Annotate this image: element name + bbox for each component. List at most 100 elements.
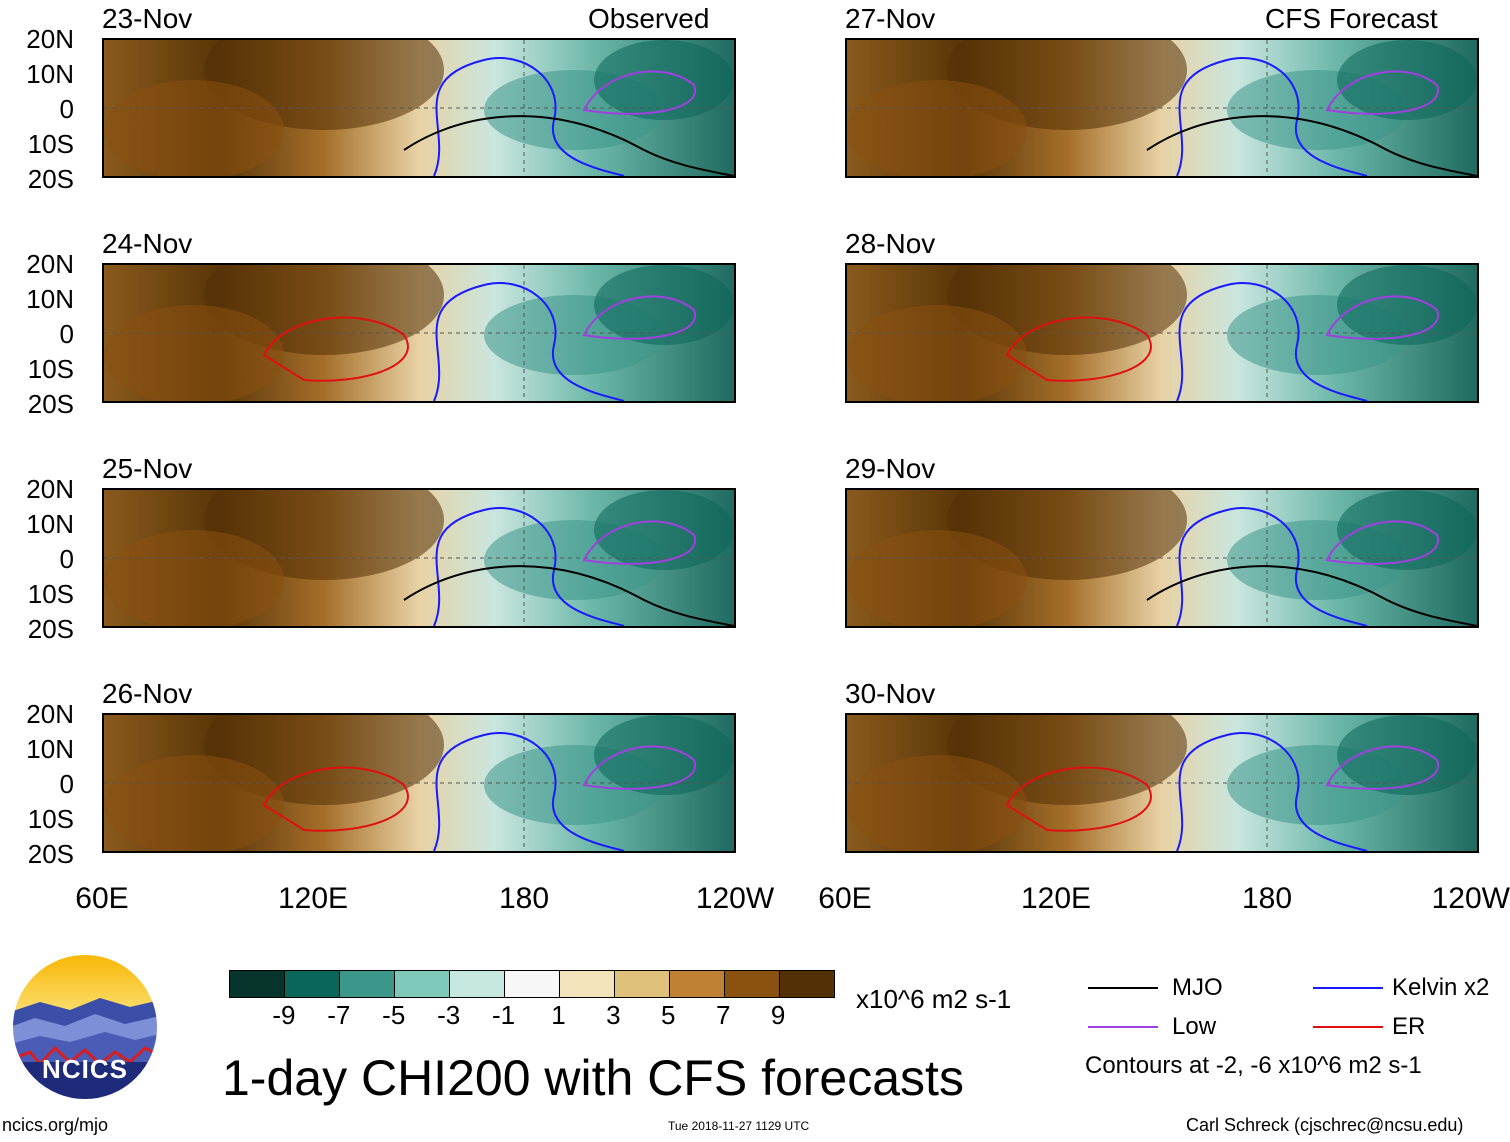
low-contour <box>1325 70 1440 115</box>
lat-tick-label: 10S <box>27 354 74 384</box>
footer-timestamp: Tue 2018-11-27 1129 UTC <box>668 1119 810 1133</box>
chi200-map-panel <box>845 713 1479 853</box>
colorbar-tick-label: 9 <box>770 1000 786 1030</box>
colorbar-tick-label: 7 <box>715 1000 731 1030</box>
colorbar-tick-label: -7 <box>327 1000 351 1030</box>
lon-tick-label: 180 <box>498 882 550 915</box>
lon-tick-label: 120E <box>1020 882 1092 915</box>
mjo-contour <box>1146 565 1477 626</box>
lon-tick-label: 180 <box>1241 882 1293 915</box>
panel-overlay <box>104 715 734 851</box>
kelvin-contour <box>433 282 625 401</box>
panel-date-label: 27-Nov <box>845 3 936 34</box>
observed-label: Observed <box>588 3 710 34</box>
lat-tick-label: 0 <box>59 319 74 349</box>
panel-overlay <box>847 40 1477 176</box>
mjo-contour <box>403 115 734 176</box>
colorbar-cell <box>560 971 615 997</box>
lat-tick-label: 10N <box>26 59 74 89</box>
chi200-map-panel <box>845 38 1479 178</box>
colorbar-tick-label: -9 <box>272 1000 296 1030</box>
contours-note: Contours at -2, -6 x10^6 m2 s-1 <box>1085 1052 1422 1079</box>
low-contour <box>582 295 697 340</box>
panel-overlay <box>104 265 734 401</box>
legend-kelvin-line <box>1313 987 1383 989</box>
colorbar-cell <box>285 971 340 997</box>
anomaly-blob <box>104 305 284 401</box>
kelvin-contour <box>1176 282 1368 401</box>
colorbar-tick-label: 3 <box>606 1000 621 1030</box>
anomaly-blob <box>1337 715 1477 795</box>
lon-tick-label: 120E <box>277 882 349 915</box>
lat-tick-label: 0 <box>59 94 74 124</box>
legend-low-label: Low <box>1172 1013 1217 1040</box>
ncics-logo-text: NCICS <box>42 1054 128 1084</box>
panel-date-label: 29-Nov <box>845 453 936 484</box>
colorbar-tick-label: -3 <box>437 1000 461 1030</box>
ncics-logo-graphic <box>11 953 159 1101</box>
footer-url[interactable]: ncics.org/mjo <box>2 1115 109 1135</box>
anomaly-blob <box>104 80 284 176</box>
colorbar-tick-label: -1 <box>491 1000 516 1030</box>
lon-tick-label: 60E <box>75 882 129 915</box>
lat-tick-label: 20S <box>27 389 74 419</box>
kelvin-contour <box>433 732 625 851</box>
er-contour <box>262 316 409 382</box>
anomaly-blob <box>594 40 734 120</box>
panel-date-label: 23-Nov <box>102 3 193 34</box>
chi200-map-panel <box>845 263 1479 403</box>
panel-overlay <box>847 490 1477 626</box>
anomaly-blob <box>1337 490 1477 570</box>
lat-tick-label: 20S <box>27 839 74 869</box>
panel-date-label: 30-Nov <box>845 678 936 709</box>
kelvin-contour <box>1176 57 1368 176</box>
legend-er-line <box>1313 1026 1383 1028</box>
lat-tick-label: 10S <box>27 129 74 159</box>
chi200-map-panel <box>102 488 736 628</box>
mjo-contour <box>403 565 734 626</box>
low-contour <box>1325 295 1440 340</box>
chi200-map-panel <box>845 488 1479 628</box>
anomaly-blob <box>594 490 734 570</box>
anomaly-blob <box>594 715 734 795</box>
low-contour <box>1325 520 1440 565</box>
lat-tick-label: 10N <box>26 734 74 764</box>
colorbar-cell <box>450 971 505 997</box>
kelvin-contour <box>1176 732 1368 851</box>
colorbar-tick-label: 5 <box>661 1000 676 1030</box>
legend-mjo-line <box>1088 987 1158 989</box>
lat-tick-label: 20S <box>27 614 74 644</box>
lat-tick-label: 10S <box>27 804 74 834</box>
ncics-logo: NCICS <box>10 952 160 1102</box>
anomaly-blob <box>104 755 284 851</box>
lat-tick-label: 20N <box>26 474 74 504</box>
chi200-map-panel <box>102 713 736 853</box>
lat-tick-label: 0 <box>59 769 74 799</box>
forecast-label: CFS Forecast <box>1265 3 1438 34</box>
colorbar-tick-label: 1 <box>551 1000 566 1030</box>
main-title: 1-day CHI200 with CFS forecasts <box>222 1050 964 1106</box>
lon-tick-label: 120W <box>1431 882 1510 915</box>
colorbar-units: x10^6 m2 s-1 <box>856 984 1012 1014</box>
anomaly-blob <box>1337 265 1477 345</box>
colorbar-tick-label: -5 <box>382 1000 406 1030</box>
lat-tick-label: 20N <box>26 699 74 729</box>
colorbar-cell <box>395 971 450 997</box>
panel-date-label: 26-Nov <box>102 678 193 709</box>
legend-low-line <box>1088 1026 1158 1028</box>
colorbar-cell <box>505 971 560 997</box>
panel-overlay <box>104 490 734 626</box>
anomaly-blob <box>104 530 284 626</box>
anomaly-blob <box>1337 40 1477 120</box>
kelvin-contour <box>433 57 625 176</box>
colorbar-cell <box>340 971 395 997</box>
kelvin-contour <box>1176 507 1368 626</box>
lat-tick-label: 10S <box>27 579 74 609</box>
anomaly-blob <box>594 265 734 345</box>
anomaly-blob <box>847 305 1027 401</box>
anomaly-blob <box>847 755 1027 851</box>
lat-tick-label: 20S <box>27 164 74 194</box>
legend-kelvin-label: Kelvin x2 <box>1392 974 1490 1001</box>
lat-tick-label: 20N <box>26 249 74 279</box>
lon-tick-label: 120W <box>695 882 775 915</box>
